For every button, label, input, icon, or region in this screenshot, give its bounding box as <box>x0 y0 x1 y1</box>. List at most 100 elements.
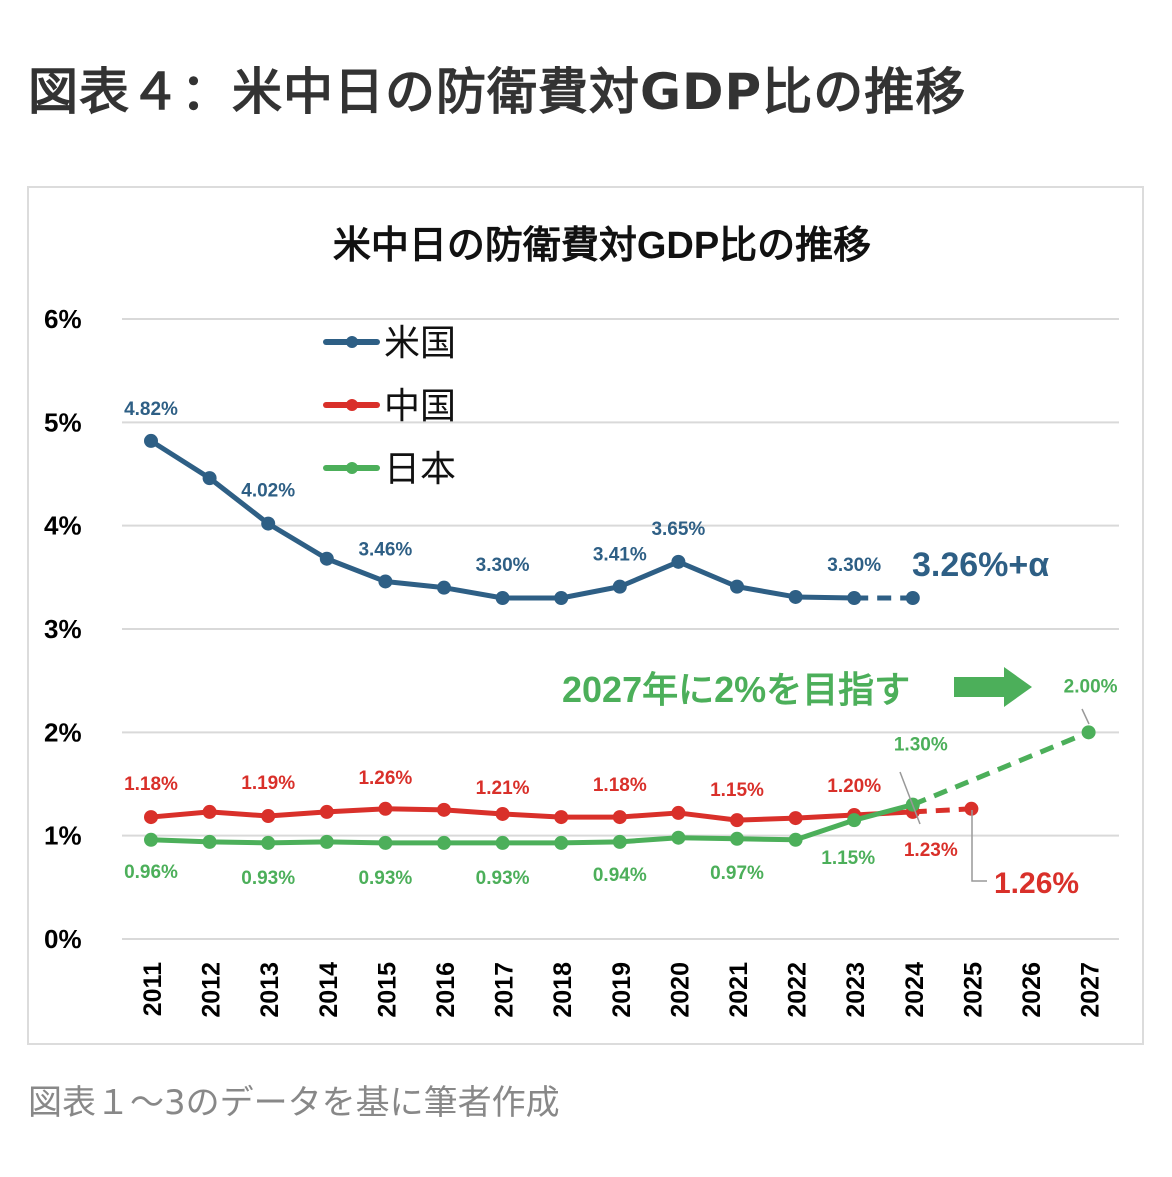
data-point-china <box>202 804 217 819</box>
series <box>144 433 1096 850</box>
data-point-japan <box>671 830 686 845</box>
data-point-china <box>144 810 158 825</box>
y-tick-label: 6% <box>44 304 82 334</box>
data-label-japan: 0.93% <box>241 868 295 889</box>
x-tick-label: 2026 <box>1018 962 1046 1018</box>
x-tick-label: 2025 <box>959 962 987 1018</box>
data-label-japan: 0.93% <box>476 868 530 889</box>
data-point-china <box>378 801 393 816</box>
data-label-japan: 2.00% <box>1064 676 1118 697</box>
data-labels: 4.82% 4.02% 3.46% 3.30% 3.41%3.65% 3.30% 1.18%… <box>124 399 1118 889</box>
x-tick-label: 2019 <box>608 962 636 1018</box>
legend-marker-china <box>346 399 358 411</box>
data-point-us <box>671 554 686 569</box>
data-label-japan: 0.96% <box>124 862 178 883</box>
data-point-us <box>495 591 510 605</box>
data-point-japan <box>1081 725 1096 740</box>
data-label-japan: 0.94% <box>593 865 647 886</box>
y-tick-label: 1% <box>44 821 82 851</box>
data-point-us <box>554 591 569 605</box>
source-caption: 図表１～3のデータを基に筆者作成 <box>28 1083 560 1123</box>
data-point-us <box>378 574 393 589</box>
data-label-us: 4.02% <box>241 481 295 502</box>
data-point-us <box>905 591 920 605</box>
data-point-us <box>144 433 158 448</box>
annotations: 3.26%+α 1.26% 2027年に2%を目指す <box>562 546 1079 900</box>
data-point-china <box>671 805 686 820</box>
series-projection-japan <box>911 730 1090 807</box>
x-tick-label: 2013 <box>256 962 284 1018</box>
data-point-us <box>437 580 451 595</box>
gridlines <box>122 318 1119 940</box>
x-tick-label: 2027 <box>1077 962 1105 1018</box>
data-label-china: 1.18% <box>593 775 647 796</box>
data-label-japan: 0.97% <box>710 863 764 884</box>
data-point-japan <box>261 835 276 850</box>
series-line-japan <box>150 802 914 846</box>
data-point-us <box>319 551 334 566</box>
leader-line <box>1081 708 1090 725</box>
data-label-us: 4.82% <box>124 399 178 420</box>
x-tick-label: 2024 <box>901 962 929 1018</box>
x-tick-label: 2018 <box>549 962 577 1018</box>
data-label-us: 3.46% <box>358 539 412 560</box>
data-point-us <box>847 591 862 605</box>
legend-marker-japan <box>346 462 358 474</box>
y-tick-label: 3% <box>44 614 82 644</box>
data-point-japan <box>202 834 217 849</box>
series-line-china <box>150 806 913 823</box>
data-point-us <box>261 516 276 531</box>
x-tick-label: 2015 <box>373 962 401 1018</box>
x-axis: 2011 2012 2013 2014 2015 2016 2017 2018 2019 2020… <box>139 962 1105 1018</box>
data-point-china <box>495 806 510 821</box>
data-point-japan <box>495 835 510 850</box>
data-point-japan <box>612 834 627 849</box>
data-point-us <box>730 579 744 594</box>
data-label-japan: 0.93% <box>358 868 412 889</box>
chart-title: 米中日の防衛費対GDP比の推移 <box>333 225 871 267</box>
legend-label-china: 中国 <box>384 385 456 426</box>
data-point-japan <box>378 835 393 850</box>
data-point-china <box>788 811 803 826</box>
y-tick-label: 5% <box>44 407 82 437</box>
y-axis: 0% 1% 2% 3% 4% 5% 6% <box>44 304 82 954</box>
series-projection-china <box>912 806 972 815</box>
leader-line <box>899 771 921 825</box>
data-label-us: 3.65% <box>651 519 705 540</box>
arrow-right-icon <box>954 667 1032 707</box>
data-label-japan: 1.15% <box>821 848 875 869</box>
x-tick-label: 2012 <box>198 962 226 1018</box>
data-point-china <box>261 809 276 824</box>
x-tick-label: 2022 <box>784 962 812 1018</box>
data-point-china <box>612 810 627 825</box>
data-label-china: 1.23% <box>904 840 958 861</box>
data-point-japan <box>437 835 451 850</box>
data-label-china: 1.19% <box>241 773 295 794</box>
line-chart: 米中日の防衛費対GDP比の推移 0%1%2%3%4%5%6% 2011 2012 2… <box>44 225 1119 1018</box>
data-point-china <box>319 804 334 819</box>
annotation-us-projection: 3.26%+α <box>912 546 1049 584</box>
data-label-china: 1.21% <box>476 778 530 799</box>
data-point-us <box>202 471 217 486</box>
data-point-china <box>437 802 451 817</box>
data-label-us: 3.30% <box>476 555 530 576</box>
annotation-china-projection: 1.26% <box>994 867 1079 900</box>
x-tick-label: 2011 <box>139 962 167 1016</box>
x-tick-label: 2020 <box>666 962 694 1018</box>
x-tick-label: 2023 <box>842 962 870 1018</box>
data-point-china <box>730 813 744 828</box>
leader-line <box>971 810 987 882</box>
x-tick-label: 2021 <box>725 962 753 1018</box>
x-tick-label: 2016 <box>432 962 460 1018</box>
x-tick-label: 2014 <box>315 962 343 1018</box>
data-label-china: 1.15% <box>710 780 764 801</box>
y-tick-label: 4% <box>44 511 82 541</box>
chart-frame: 米中日の防衛費対GDP比の推移 0% 1% 2% 3% 4% 5% 6% 2011 2012 2… <box>27 186 1144 1045</box>
data-point-japan <box>730 831 744 846</box>
data-label-china: 1.18% <box>124 774 178 795</box>
data-label-japan: 1.30% <box>894 735 948 756</box>
data-point-us <box>788 589 803 604</box>
data-point-china <box>964 801 979 816</box>
data-point-japan <box>554 835 569 850</box>
